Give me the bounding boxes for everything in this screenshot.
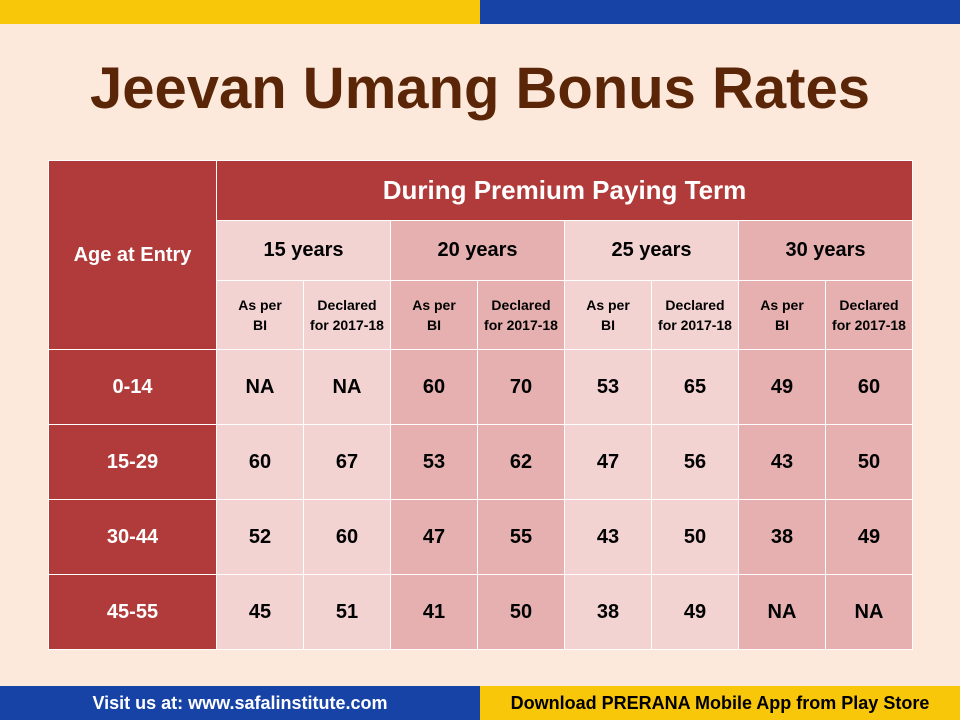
age-range-cell: 45-55 — [48, 574, 217, 650]
table-row: 0-14 NA NA 60 70 53 65 49 60 — [48, 349, 913, 425]
bonus-rate-cell: 60 — [216, 424, 304, 500]
bonus-rate-cell: NA — [216, 349, 304, 425]
table-row: 15-29 60 67 53 62 47 56 43 50 — [48, 424, 913, 500]
bonus-rate-cell: NA — [303, 349, 391, 425]
year-header-15: 15 years — [216, 220, 391, 281]
sub-header-declared: Declared for 2017-18 — [825, 280, 913, 350]
sub-header-as-per-bi: As per BI — [564, 280, 652, 350]
year-header-20: 20 years — [390, 220, 565, 281]
bonus-rate-cell: 55 — [477, 499, 565, 575]
page-title: Jeevan Umang Bonus Rates — [89, 56, 871, 121]
bonus-rate-cell: 56 — [651, 424, 739, 500]
bonus-rate-cell: 50 — [825, 424, 913, 500]
bonus-rate-cell: 45 — [216, 574, 304, 650]
sub-header-as-per-bi: As per BI — [738, 280, 826, 350]
bonus-rate-cell: 49 — [651, 574, 739, 650]
sub-header-declared: Declared for 2017-18 — [303, 280, 391, 350]
sub-header-as-per-bi: As per BI — [390, 280, 478, 350]
table-body: 0-14 NA NA 60 70 53 65 49 60 15-29 60 67 53 62 47 56 43 5… — [48, 349, 913, 650]
age-range-cell: 15-29 — [48, 424, 217, 500]
bonus-rate-cell: 65 — [651, 349, 739, 425]
sub-header-as-per-bi: As per BI — [216, 280, 304, 350]
age-range-cell: 0-14 — [48, 349, 217, 425]
bonus-rate-cell: 50 — [477, 574, 565, 650]
bonus-rate-cell: 38 — [738, 499, 826, 575]
bonus-rate-cell: 70 — [477, 349, 565, 425]
bonus-rate-cell: 47 — [390, 499, 478, 575]
top-accent-bar-blue — [480, 0, 960, 24]
bonus-rates-table: Age at Entry During Premium Paying Term … — [48, 160, 913, 650]
footer-website: Visit us at: www.safalinstitute.com — [0, 686, 480, 720]
sub-header-row: As per BI Declared for 2017-18 As per BI De… — [49, 280, 913, 350]
bonus-rate-cell: 60 — [303, 499, 391, 575]
bonus-rate-cell: 43 — [738, 424, 826, 500]
top-accent-bar-yellow — [0, 0, 480, 24]
bonus-rate-cell: 47 — [564, 424, 652, 500]
year-header-25: 25 years — [564, 220, 739, 281]
bonus-rate-cell: 53 — [564, 349, 652, 425]
premium-term-header: During Premium Paying Term — [216, 160, 913, 221]
year-header-30: 30 years — [738, 220, 913, 281]
bonus-rate-cell: 50 — [651, 499, 739, 575]
bonus-rate-cell: 62 — [477, 424, 565, 500]
bonus-rate-cell: 60 — [825, 349, 913, 425]
sub-header-declared: Declared for 2017-18 — [651, 280, 739, 350]
bonus-rate-cell: 53 — [390, 424, 478, 500]
bonus-rate-cell: NA — [738, 574, 826, 650]
table-row: 30-44 52 60 47 55 43 50 38 49 — [48, 499, 913, 575]
bonus-rate-cell: 67 — [303, 424, 391, 500]
bonus-rate-cell: 41 — [390, 574, 478, 650]
bonus-rate-cell: 38 — [564, 574, 652, 650]
sub-header-declared: Declared for 2017-18 — [477, 280, 565, 350]
bonus-rate-cell: 49 — [738, 349, 826, 425]
table-row: 45-55 45 51 41 50 38 49 NA NA — [48, 574, 913, 650]
age-range-cell: 30-44 — [48, 499, 217, 575]
bonus-rate-cell: 43 — [564, 499, 652, 575]
bonus-rate-cell: NA — [825, 574, 913, 650]
bonus-rate-cell: 52 — [216, 499, 304, 575]
bonus-rate-cell: 49 — [825, 499, 913, 575]
age-at-entry-header: Age at Entry — [48, 160, 217, 350]
bonus-rate-cell: 51 — [303, 574, 391, 650]
bonus-rate-cell: 60 — [390, 349, 478, 425]
footer-app-download: Download PRERANA Mobile App from Play St… — [480, 686, 960, 720]
